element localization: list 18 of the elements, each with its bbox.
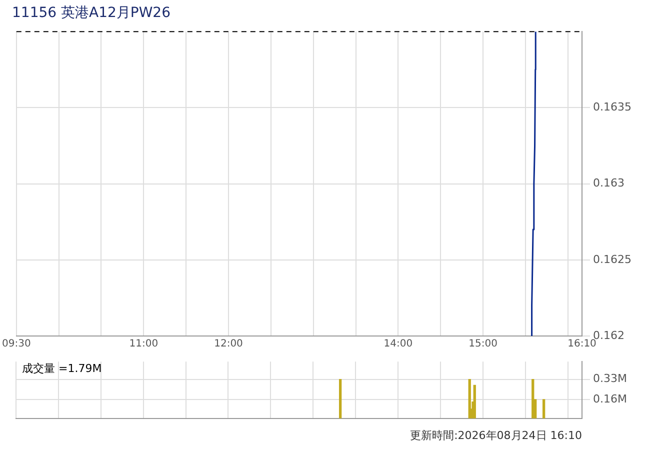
text: 更新時間:2026年08月24日 16:10 (410, 428, 582, 443)
bar (338, 379, 342, 418)
x-tick-label: 15:00 (468, 338, 498, 350)
y-tick-label: 0.1635 (593, 100, 632, 114)
bar (542, 399, 546, 418)
y-tick-label: 0.1625 (593, 252, 632, 266)
annotation: 成交量 =1.79M (22, 362, 102, 375)
y-tick-label: 0.33M (593, 372, 627, 386)
bar (473, 384, 476, 418)
x-tick-label: 09:30 (2, 338, 31, 350)
bar (532, 379, 534, 418)
y-tick-label: 0.163 (593, 176, 624, 190)
y-tick-label: 0.16M (593, 392, 627, 406)
x-tick-label: 14:00 (384, 338, 413, 350)
chart-title: 11156 英港A12月PW26 (12, 4, 170, 22)
x-tick-label: 11:00 (129, 338, 158, 350)
x-tick-label: 12:00 (214, 338, 243, 350)
x-tick-label: 16:10 (568, 338, 596, 350)
